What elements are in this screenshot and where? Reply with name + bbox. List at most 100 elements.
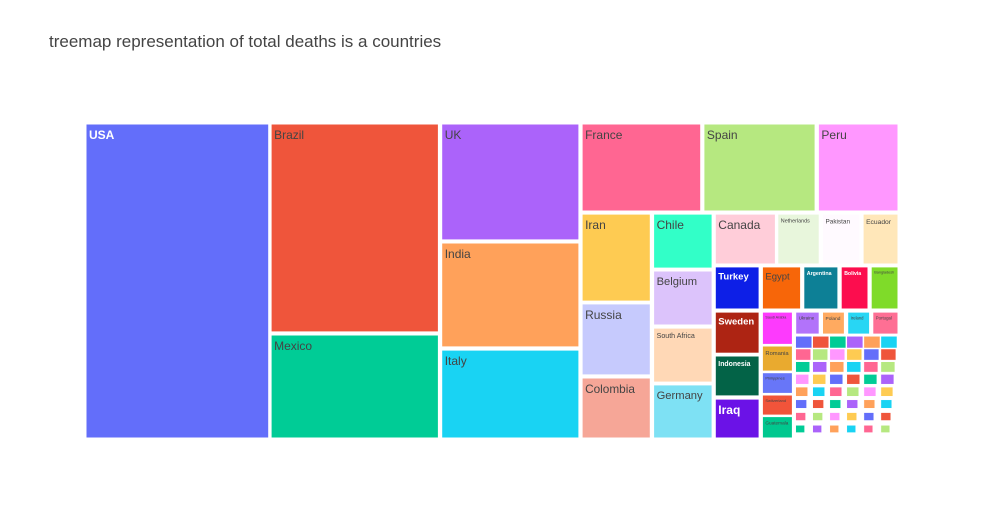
tile-rect[interactable] [840,266,869,310]
tile-small-country[interactable] [795,412,806,421]
tile-small-country[interactable] [863,399,876,409]
tile-small-country[interactable] [863,412,875,421]
tile-small-country[interactable] [812,386,825,397]
tile-small-country[interactable] [795,336,813,349]
tile-small-country[interactable] [880,399,893,409]
tile-switzerland[interactable]: Switzerland [761,394,793,416]
tile-small-country[interactable] [795,361,810,373]
tile-germany[interactable]: Germany [653,384,713,439]
tile-small-country[interactable] [812,425,822,433]
tile-colombia[interactable]: Colombia [581,377,651,439]
tile-romania[interactable]: Romania [761,345,793,372]
tile-russia[interactable]: Russia [581,303,651,376]
tile-rect[interactable] [653,270,713,326]
tile-rect[interactable] [761,311,793,345]
tile-saudi-arabia[interactable]: Saudi Arabia [761,311,793,345]
tile-rect[interactable] [761,345,793,372]
tile-small-country[interactable] [795,399,807,409]
tile-small-country[interactable] [880,412,892,421]
tile-france[interactable]: France [581,123,702,212]
tile-usa[interactable]: USA [85,123,270,439]
tile-rect[interactable] [653,384,713,439]
tile-small-country[interactable] [812,412,823,421]
tile-chile[interactable]: Chile [653,213,713,269]
tile-canada[interactable]: Canada [714,213,776,265]
tile-rect[interactable] [270,334,439,439]
tile-small-country[interactable] [829,336,847,349]
tile-small-country[interactable] [795,386,808,397]
tile-egypt[interactable]: Egypt [761,266,802,310]
tile-rect[interactable] [714,355,760,397]
tile-iraq[interactable]: Iraq [714,398,760,439]
tile-guatemala[interactable]: Guatemala [761,416,793,439]
tile-rect[interactable] [761,394,793,416]
tile-ireland[interactable]: Ireland [847,311,871,335]
tile-rect[interactable] [581,377,651,439]
tile-rect[interactable] [581,213,651,302]
tile-small-country[interactable] [795,374,809,385]
tile-small-country[interactable] [829,425,839,433]
tile-small-country[interactable] [846,399,858,409]
tile-bolivia[interactable]: Bolivia [840,266,869,310]
tile-rect[interactable] [777,213,820,265]
tile-small-country[interactable] [846,348,863,361]
tile-iran[interactable]: Iran [581,213,651,302]
tile-small-country[interactable] [880,425,891,433]
tile-rect[interactable] [441,349,580,439]
tile-netherlands[interactable]: Netherlands [777,213,820,265]
tile-rect[interactable] [872,311,899,335]
tile-rect[interactable] [847,311,871,335]
tile-mexico[interactable]: Mexico [270,334,439,439]
tile-small-country[interactable] [829,399,841,409]
tile-small-country[interactable] [846,336,864,349]
tile-small-country[interactable] [812,336,830,349]
tile-small-country[interactable] [829,386,843,397]
tile-small-country[interactable] [829,374,844,385]
tile-philippines[interactable]: Philippines [761,372,793,394]
tile-rect[interactable] [653,327,713,383]
tile-small-country[interactable] [880,336,898,349]
tile-bangladesh[interactable]: Bangladesh [870,266,899,310]
tile-italy[interactable]: Italy [441,349,580,439]
tile-rect[interactable] [581,123,702,212]
tile-small-country[interactable] [880,374,895,385]
tile-india[interactable]: India [441,242,580,348]
tile-small-country[interactable] [863,374,878,385]
tile-small-country[interactable] [795,348,811,361]
tile-rect[interactable] [703,123,816,212]
tile-small-country[interactable] [829,348,846,361]
tile-small-country[interactable] [812,374,826,385]
tile-rect[interactable] [761,372,793,394]
tile-rect[interactable] [714,266,760,310]
tile-rect[interactable] [803,266,839,310]
tile-small-country[interactable] [812,348,828,361]
tile-rect[interactable] [822,311,845,335]
tile-portugal[interactable]: Portugal [872,311,899,335]
tile-small-country[interactable] [863,425,874,433]
tile-spain[interactable]: Spain [703,123,816,212]
tile-rect[interactable] [795,311,820,335]
tile-small-country[interactable] [880,348,897,361]
tile-rect[interactable] [441,242,580,348]
tile-brazil[interactable]: Brazil [270,123,439,333]
tile-turkey[interactable]: Turkey [714,266,760,310]
tile-rect[interactable] [714,213,776,265]
tile-rect[interactable] [85,123,270,439]
tile-small-country[interactable] [880,386,894,397]
tile-small-country[interactable] [812,361,827,373]
tile-small-country[interactable] [829,361,845,373]
tile-small-country[interactable] [880,361,896,373]
tile-rect[interactable] [581,303,651,376]
tile-indonesia[interactable]: Indonesia [714,355,760,397]
tile-rect[interactable] [714,311,760,354]
tile-small-country[interactable] [846,412,857,421]
tile-ukraine[interactable]: Ukraine [795,311,820,335]
tile-pakistan[interactable]: Pakistan [822,213,861,265]
tile-rect[interactable] [870,266,899,310]
tile-small-country[interactable] [795,425,805,433]
tile-ecuador[interactable]: Ecuador [862,213,899,265]
tile-small-country[interactable] [846,361,862,373]
tile-small-country[interactable] [863,361,879,373]
tile-argentina[interactable]: Argentina [803,266,839,310]
tile-rect[interactable] [862,213,899,265]
